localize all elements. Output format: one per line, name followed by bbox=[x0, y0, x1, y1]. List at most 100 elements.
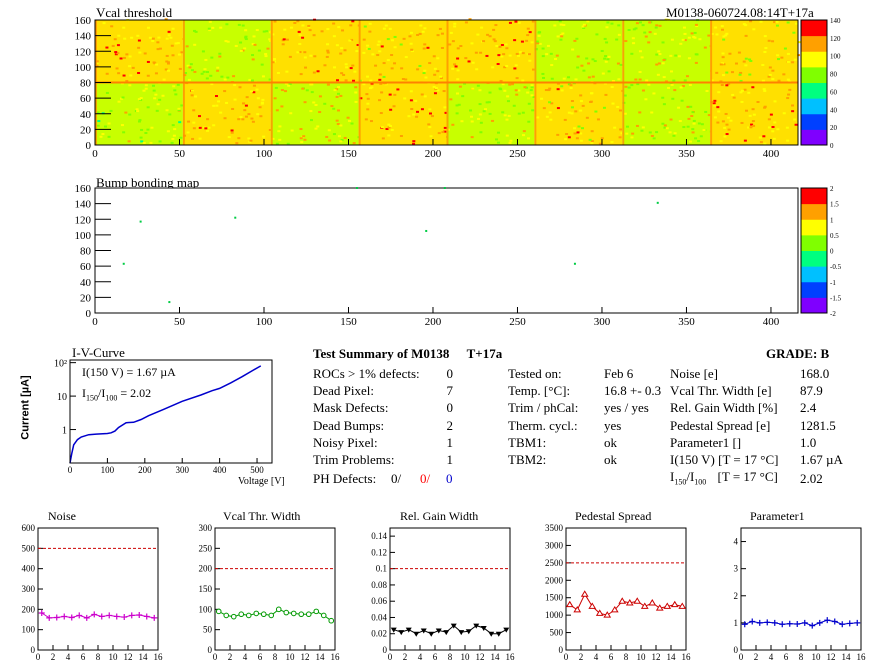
iv-curve-title: I-V-Curve bbox=[72, 345, 125, 360]
data-point bbox=[824, 617, 831, 624]
data-point bbox=[741, 621, 748, 628]
data-point bbox=[113, 613, 120, 620]
data-point bbox=[260, 611, 267, 618]
roc-edge bbox=[446, 82, 449, 145]
x-tick-label: 350 bbox=[678, 316, 695, 328]
heatmap-cells bbox=[95, 18, 801, 145]
roc-edge bbox=[270, 82, 273, 145]
x-tick-label: 0 bbox=[92, 316, 98, 328]
bump-frame bbox=[94, 187, 799, 314]
x-tick-label: 12 bbox=[476, 652, 485, 662]
roc-edge bbox=[270, 20, 273, 83]
heatmap-frame bbox=[94, 19, 799, 146]
roc-edge bbox=[95, 82, 97, 145]
summary-left-value: 1 bbox=[446, 452, 454, 467]
x-tick-label: 14 bbox=[491, 652, 501, 662]
y-tick-label: 300 bbox=[199, 523, 213, 533]
data-point bbox=[648, 598, 657, 606]
y-tick-label: 0.06 bbox=[371, 596, 387, 606]
y-tick-label: 40 bbox=[80, 277, 92, 289]
y-tick-label: 0.1 bbox=[376, 564, 387, 574]
bottom-plot-title: Parameter1 bbox=[750, 509, 805, 523]
data-point bbox=[794, 620, 801, 627]
iv-ratio-sub1: 150 bbox=[86, 393, 98, 403]
data-point bbox=[595, 609, 604, 616]
summary-middle-label: Tested on: bbox=[508, 366, 562, 381]
x-tick-label: 10 bbox=[109, 652, 119, 662]
y-tick-label: 0 bbox=[383, 645, 388, 655]
y-tick-label: 20 bbox=[80, 124, 92, 136]
color-scale-band bbox=[801, 113, 827, 130]
y-tick-label: 3500 bbox=[545, 523, 564, 533]
data-point bbox=[283, 609, 290, 616]
series-line bbox=[218, 608, 332, 622]
y-tick-label: 0.08 bbox=[371, 580, 387, 590]
bump-defect-point bbox=[234, 216, 237, 219]
x-tick-label: 0 bbox=[92, 148, 98, 160]
color-scale-frame bbox=[800, 187, 828, 314]
data-point bbox=[618, 597, 627, 604]
roc-block bbox=[95, 20, 183, 83]
color-scale-band bbox=[801, 98, 827, 115]
iv-x-tick-label: 400 bbox=[213, 465, 227, 475]
y-tick-label: 160 bbox=[75, 15, 92, 27]
x-tick-label: 2 bbox=[754, 652, 759, 662]
data-point bbox=[465, 629, 472, 635]
x-tick-label: 4 bbox=[243, 652, 248, 662]
y-tick-label: 0.04 bbox=[371, 612, 387, 622]
summary-left-label: Noisy Pixel: bbox=[313, 434, 378, 450]
y-tick-label: 140 bbox=[75, 31, 92, 43]
y-tick-label: 100 bbox=[199, 604, 213, 614]
summary-middle-value: yes bbox=[604, 417, 622, 433]
y-tick-label: 160 bbox=[75, 183, 92, 195]
data-point bbox=[670, 600, 679, 608]
summary-left-value: 1 bbox=[446, 434, 454, 450]
summary-ratio-rest: [T = 17 °C] bbox=[717, 469, 778, 484]
data-point bbox=[298, 611, 305, 618]
summary-right-label: Rel. Gain Width [%] bbox=[670, 400, 778, 416]
x-tick-label: 0 bbox=[739, 652, 744, 662]
summary-left-label: Dead Pixel: bbox=[313, 383, 375, 399]
data-point bbox=[809, 622, 816, 629]
y-tick-label: 140 bbox=[75, 199, 92, 211]
x-tick-label: 14 bbox=[316, 652, 326, 662]
color-scale-band bbox=[801, 281, 827, 298]
bump-defect-point bbox=[656, 201, 659, 204]
y-tick-label: 40 bbox=[80, 109, 92, 121]
data-point bbox=[305, 611, 312, 618]
y-tick-label: 3 bbox=[734, 564, 739, 574]
y-tick-label: 1 bbox=[734, 618, 739, 628]
data-point bbox=[488, 631, 495, 637]
data-point bbox=[405, 627, 412, 633]
color-scale-band bbox=[801, 203, 827, 220]
y-tick-label: 80 bbox=[80, 246, 92, 258]
color-scale-band bbox=[801, 51, 827, 68]
summary-left-value: 0 bbox=[446, 400, 454, 416]
summary-right-value: 87.9 bbox=[800, 383, 823, 399]
roc-edge bbox=[358, 20, 361, 83]
data-point bbox=[655, 604, 664, 611]
roc-block bbox=[182, 82, 271, 145]
data-point bbox=[328, 617, 335, 624]
y-tick-label: 0.12 bbox=[371, 547, 387, 557]
scale-tick-label: 40 bbox=[830, 106, 838, 114]
x-tick-label: 16 bbox=[154, 652, 164, 662]
data-point bbox=[230, 613, 237, 620]
y-tick-label: 1000 bbox=[545, 610, 564, 620]
data-point bbox=[320, 612, 327, 619]
summary-ratio-value: 2.02 bbox=[800, 471, 823, 486]
scale-tick-label: 100 bbox=[830, 53, 841, 61]
y-tick-label: 200 bbox=[199, 564, 213, 574]
roc-block bbox=[270, 20, 359, 83]
roc-edge bbox=[710, 82, 713, 145]
data-point bbox=[580, 590, 589, 597]
summary-left-value: 0 bbox=[446, 366, 454, 381]
x-tick-label: 350 bbox=[678, 148, 695, 160]
summary-right-value: 2.4 bbox=[800, 400, 817, 416]
summary-middle-value: Feb 6 bbox=[604, 366, 634, 381]
plot-frame bbox=[565, 527, 687, 651]
summary-right-value: 168.0 bbox=[800, 366, 830, 381]
y-tick-label: 150 bbox=[199, 584, 213, 594]
bottom-plot-title: Rel. Gain Width bbox=[400, 509, 479, 523]
module-id-label: M0138-060724.08:14T+17a bbox=[666, 5, 814, 20]
